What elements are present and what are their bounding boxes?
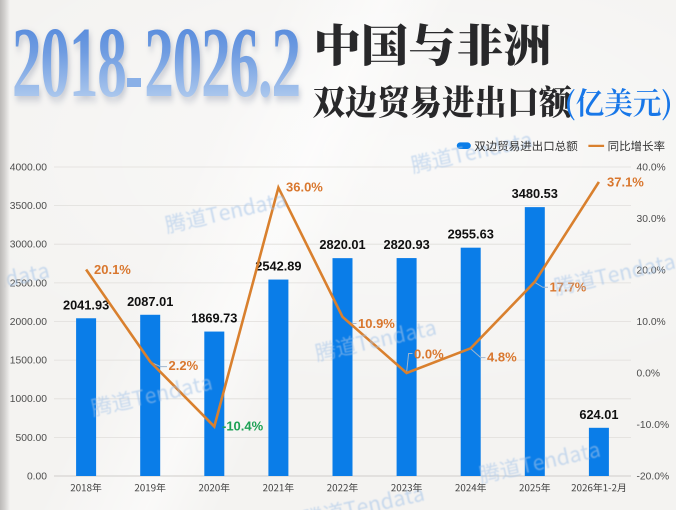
svg-text:-20.0%: -20.0%	[637, 471, 670, 482]
svg-text:3480.53: 3480.53	[512, 186, 558, 201]
svg-text:-10.4%: -10.4%	[222, 419, 264, 434]
svg-text:10.0%: 10.0%	[637, 317, 666, 328]
svg-text:0.00: 0.00	[27, 471, 47, 482]
svg-text:2955.63: 2955.63	[448, 227, 494, 242]
svg-text:-10.0%: -10.0%	[637, 420, 670, 431]
svg-text:624.01: 624.01	[579, 407, 618, 422]
svg-text:2041.93: 2041.93	[63, 297, 109, 312]
svg-text:0.0%: 0.0%	[414, 347, 444, 362]
svg-text:3000.00: 3000.00	[10, 240, 47, 251]
svg-text:1500.00: 1500.00	[10, 356, 47, 367]
svg-text:1869.73: 1869.73	[191, 311, 237, 326]
svg-text:2087.01: 2087.01	[127, 294, 173, 309]
svg-text:1000.00: 1000.00	[10, 394, 47, 405]
svg-text:4000.00: 4000.00	[10, 162, 47, 173]
svg-text:20.0%: 20.0%	[637, 265, 666, 276]
svg-text:500.00: 500.00	[16, 433, 48, 444]
svg-text:10.9%: 10.9%	[358, 316, 395, 331]
svg-text:20.1%: 20.1%	[94, 262, 131, 277]
svg-text:36.0%: 36.0%	[286, 180, 323, 195]
svg-text:2820.01: 2820.01	[319, 237, 365, 252]
svg-text:2500.00: 2500.00	[10, 278, 47, 289]
svg-text:40.0%: 40.0%	[637, 162, 666, 173]
svg-text:3500.00: 3500.00	[10, 201, 47, 212]
svg-text:2.2%: 2.2%	[169, 358, 199, 373]
svg-text:2820.93: 2820.93	[383, 237, 429, 252]
svg-text:2542.89: 2542.89	[255, 259, 301, 274]
svg-text:4.8%: 4.8%	[487, 350, 517, 365]
svg-text:2000.00: 2000.00	[10, 317, 47, 328]
svg-text:0.0%: 0.0%	[637, 368, 660, 379]
svg-text:30.0%: 30.0%	[637, 214, 666, 225]
svg-text:37.1%: 37.1%	[607, 175, 644, 190]
